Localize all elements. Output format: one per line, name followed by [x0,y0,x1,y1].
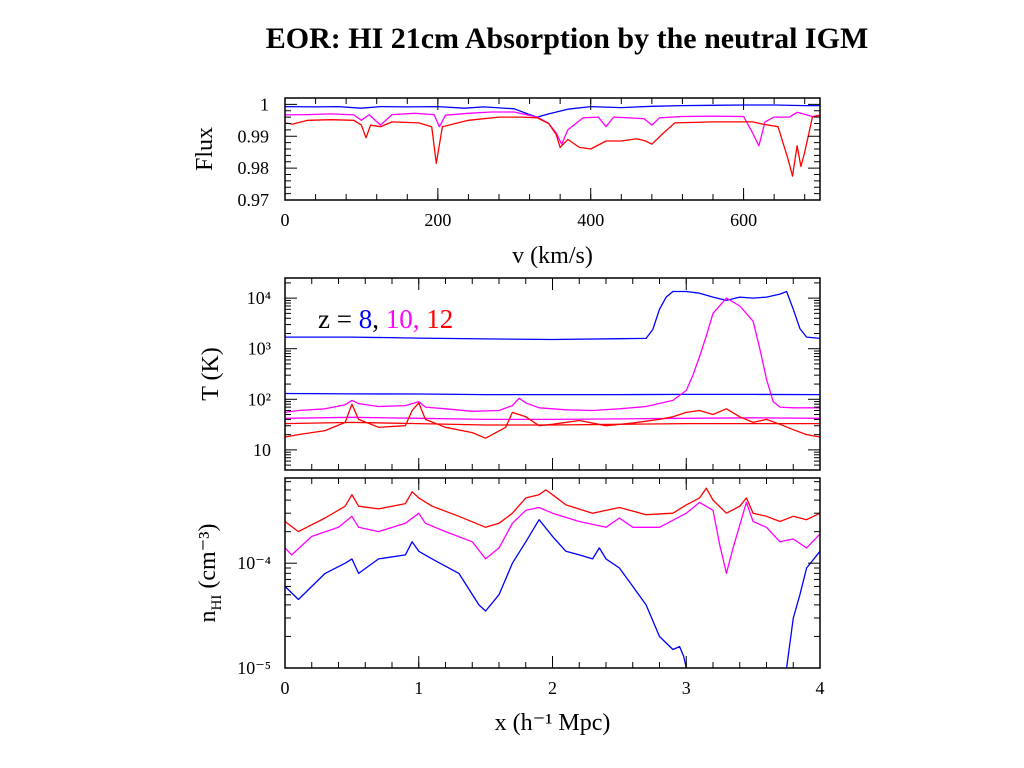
series-line-red-1-5 [284,421,820,426]
x-tick-label: 0 [281,210,290,230]
series-line-magenta-0-1 [284,111,821,147]
y-tick-label: 10⁴ [247,288,271,308]
x-axis-label: x (h⁻¹ Mpc) [495,710,611,736]
series-line-blue-2-2 [284,519,687,669]
series-line-magenta-2-1 [284,501,821,575]
series-line-blue-1-1 [284,392,821,396]
y-axis-label: Flux [192,127,218,171]
redshift-annotation: z = 8, 10, 12 [318,304,453,334]
y-tick-label: 0.99 [238,126,270,146]
x-tick-label: 2 [548,678,557,698]
series-line-magenta-1-2 [284,297,820,414]
x-tick-label: 200 [424,210,451,230]
redshift-annotation-part: , [372,304,386,334]
series-line-blue-1-0 [285,290,821,341]
y-axis-label-part: n [195,611,221,623]
x-tick-label: 4 [816,678,825,698]
y-tick-label: 10³ [248,339,272,359]
redshift-annotation-part: z = [318,304,359,334]
y-tick-label: 10⁻⁴ [237,553,271,573]
y-tick-label: 10² [248,389,271,409]
y-axis-label: T (K) [198,347,224,401]
x-tick-label: 600 [730,210,757,230]
y-tick-label: 10 [253,440,271,460]
redshift-annotation-part: 10 [386,304,413,334]
y-tick-label: 0.98 [238,158,270,178]
y-tick-label: 10⁻⁵ [237,658,271,678]
y-axis-label: nHI (cm⁻³) [195,524,225,623]
y-tick-label: 0.97 [238,190,270,210]
series-line-red-2-0 [284,487,821,533]
series-line-red-0-2 [284,114,821,177]
redshift-annotation-part: 8 [359,304,373,334]
series-line-blue-0-0 [284,104,820,118]
redshift-annotation-part: 12 [426,304,453,334]
series-line-red-1-4 [284,402,821,439]
y-axis-label-part: HI [209,595,225,611]
y-tick-label: 1 [260,94,269,114]
x-tick-label: 1 [414,678,423,698]
x-tick-label: 400 [577,210,604,230]
x-tick-label: 0 [281,678,290,698]
redshift-annotation-part: , [413,304,427,334]
x-tick-label: 3 [682,678,691,698]
series-line-magenta-1-3 [284,416,821,421]
y-axis-label-part: (cm⁻³) [195,524,221,595]
slide-title: EOR: HI 21cm Absorption by the neutral I… [265,22,869,55]
x-axis-label: v (km/s) [512,243,593,269]
series-line-blue-2-3 [785,550,821,669]
